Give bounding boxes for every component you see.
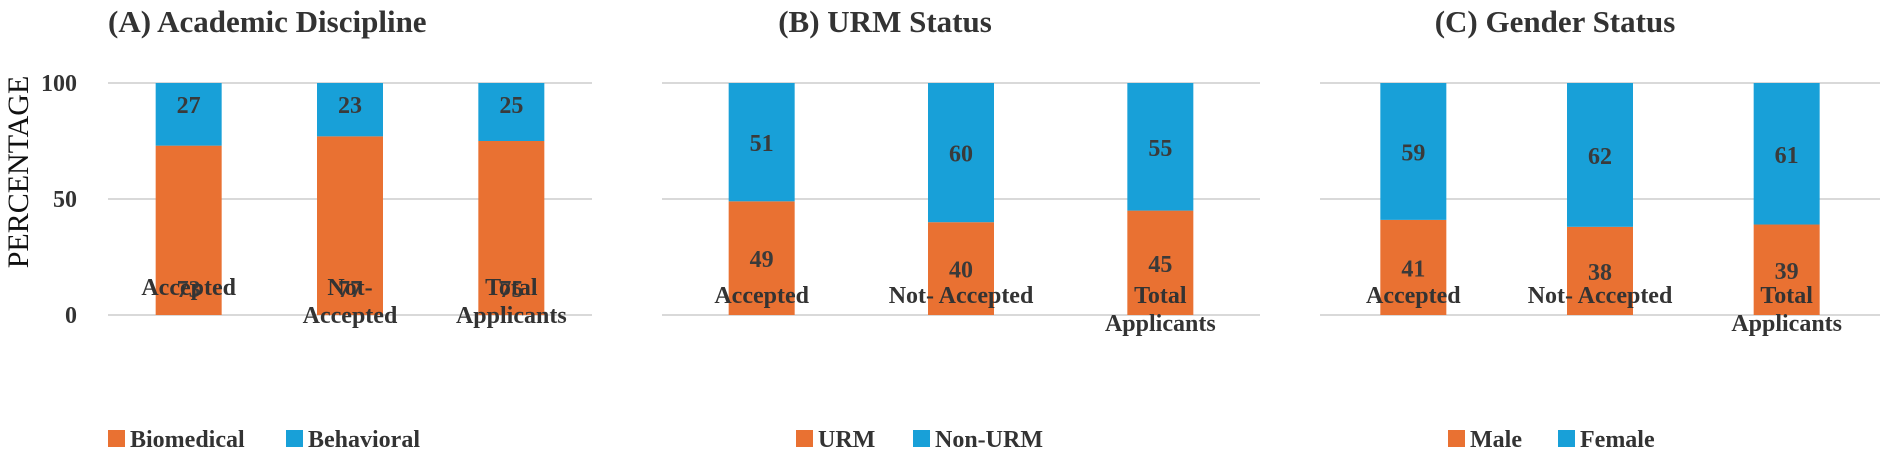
bar-biomedical	[317, 136, 383, 315]
chart-title: (A) Academic Discipline	[108, 4, 427, 39]
data-label: 41	[1401, 256, 1425, 282]
chart-title: (B) URM Status	[778, 4, 992, 39]
bar-behavioral	[317, 83, 383, 137]
bar-female	[1380, 83, 1447, 220]
bar-non-urm	[1127, 83, 1194, 211]
legend-swatch	[1558, 430, 1575, 447]
category-label: Not-	[327, 275, 372, 301]
y-tick-label: 50	[53, 187, 77, 213]
data-label: 23	[338, 93, 362, 119]
data-label: 40	[949, 258, 973, 284]
y-tick-label: 0	[65, 303, 77, 329]
legend-label: Behavioral	[308, 427, 420, 453]
bar-male	[1567, 226, 1633, 315]
data-label: 51	[750, 131, 774, 157]
bar-urm	[928, 222, 994, 315]
y-tick-label: 100	[41, 71, 77, 97]
data-label: 61	[1775, 143, 1799, 169]
data-label: 73	[177, 277, 201, 303]
data-label: 62	[1588, 144, 1612, 170]
bar-female	[1567, 83, 1633, 227]
category-label: Not- Accepted	[1528, 283, 1673, 309]
bar-biomedical	[155, 145, 222, 315]
data-label: 60	[949, 142, 973, 168]
bar-female	[1753, 83, 1820, 225]
category-label: Applicants	[456, 303, 567, 329]
legend-label: Biomedical	[130, 427, 245, 453]
category-label: Applicants	[1731, 311, 1842, 337]
legend-label: URM	[818, 427, 875, 453]
legend-swatch	[108, 430, 125, 447]
bar-behavioral	[155, 83, 222, 146]
category-label: Accepted	[141, 275, 236, 301]
category-label: Total	[485, 275, 538, 301]
chart-panel-1: (B) URM Status 49 51 Accepted 40 60 Not- Accep…	[662, 4, 1260, 453]
bar-urm	[1127, 210, 1194, 315]
data-label: 39	[1775, 259, 1799, 285]
bar-non-urm	[928, 83, 994, 223]
legend-swatch	[286, 430, 303, 447]
data-label: 49	[750, 247, 774, 273]
category-label: Total	[1760, 283, 1813, 309]
data-label: 38	[1588, 260, 1612, 286]
bar-male	[1753, 224, 1820, 315]
legend-label: Female	[1580, 427, 1655, 453]
data-label: 75	[499, 277, 523, 303]
data-label: 27	[177, 93, 201, 119]
legend-swatch	[1448, 430, 1465, 447]
y-axis-label: PERCENTAGE	[2, 76, 35, 269]
bar-urm	[728, 201, 795, 315]
legend-swatch	[913, 430, 930, 447]
bar-non-urm	[728, 83, 795, 202]
legend-swatch	[796, 430, 813, 447]
category-label: Not- Accepted	[889, 283, 1034, 309]
data-label: 59	[1401, 140, 1425, 166]
data-label: 25	[499, 93, 523, 119]
bar-male	[1380, 219, 1447, 315]
bar-behavioral	[478, 83, 545, 141]
legend-label: Non-URM	[935, 427, 1043, 453]
chart-panel-0: (A) Academic Discipline 0 50 100 73 27 Accepte…	[41, 4, 592, 453]
legend-label: Male	[1470, 427, 1522, 453]
category-label: Accepted	[303, 303, 398, 329]
chart-title: (C) Gender Status	[1435, 4, 1676, 39]
chart-panel-2: (C) Gender Status 41 59 Accepted 38 62 Not- Ac…	[1320, 4, 1880, 453]
category-label: Accepted	[714, 283, 809, 309]
data-label: 45	[1148, 252, 1172, 278]
bar-biomedical	[478, 141, 545, 315]
data-label: 55	[1148, 136, 1172, 162]
data-label: 77	[338, 277, 362, 303]
category-label: Accepted	[1366, 283, 1461, 309]
category-label: Applicants	[1105, 311, 1216, 337]
category-label: Total	[1134, 283, 1187, 309]
